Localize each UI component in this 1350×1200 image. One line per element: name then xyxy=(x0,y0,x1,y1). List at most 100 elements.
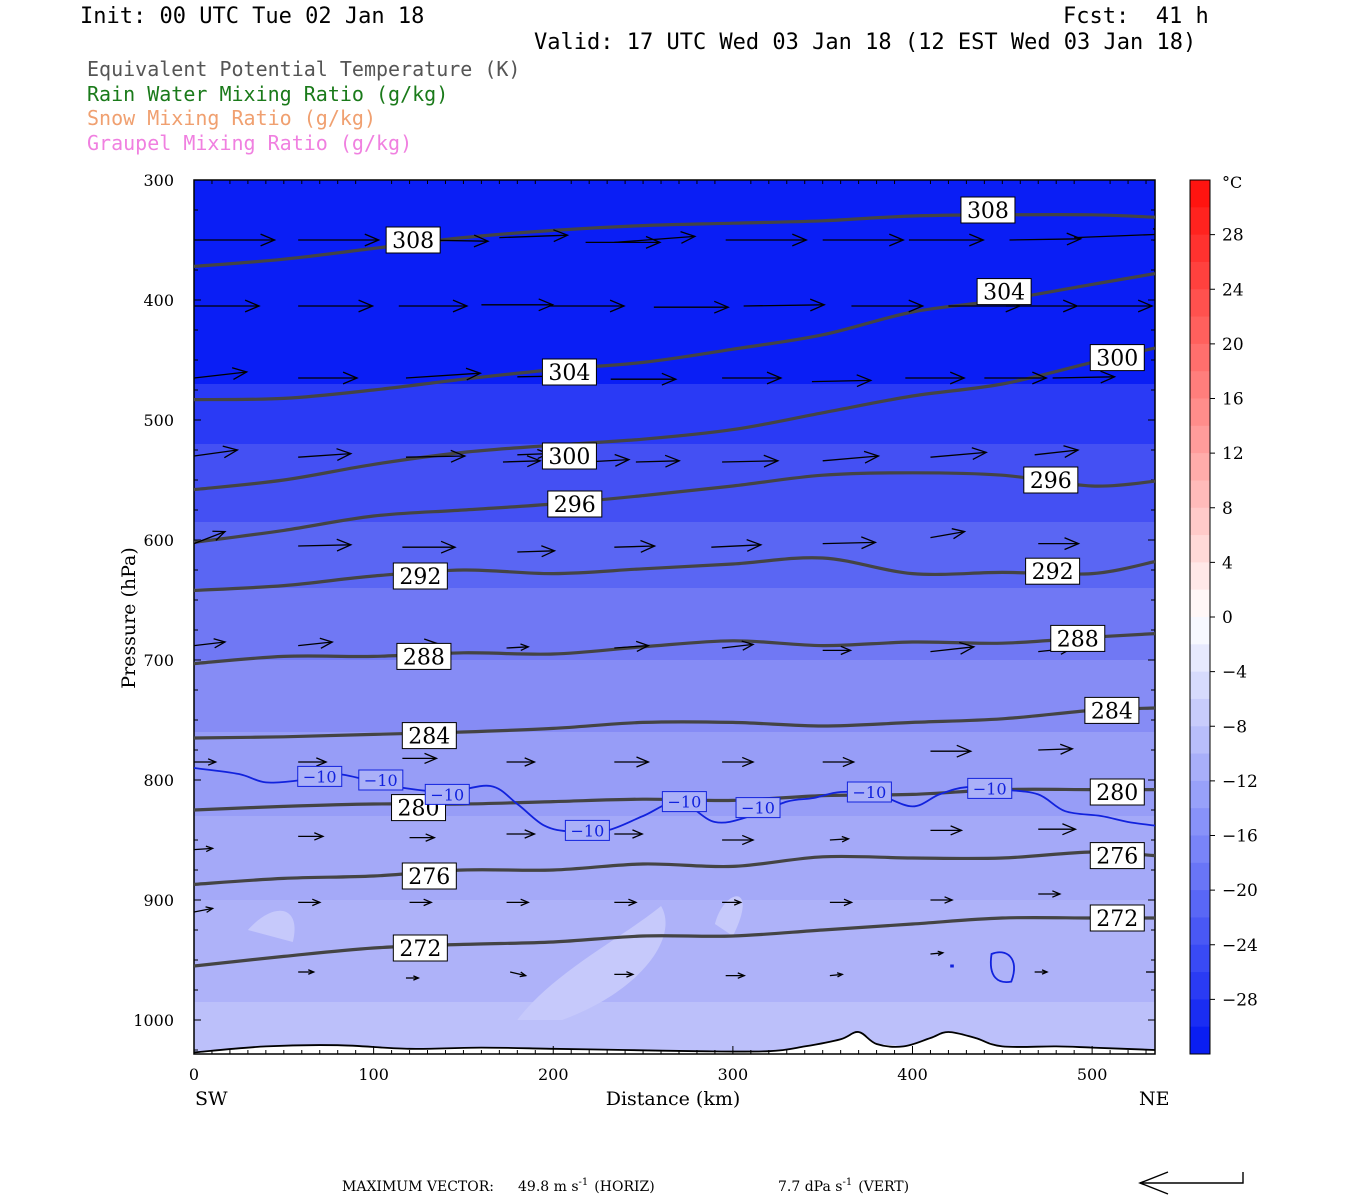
wind-vector xyxy=(635,454,681,468)
colorbar-tick-label: 4 xyxy=(1222,553,1233,573)
theta-e-contour-292 xyxy=(194,556,1155,592)
colorbar-swatch xyxy=(1190,999,1210,1028)
svg-text:272: 272 xyxy=(399,937,441,962)
legend-line-4: Graupel Mixing Ratio (g/kg) xyxy=(87,130,413,155)
light-patch xyxy=(714,896,743,936)
theta-e-contour-288 xyxy=(194,632,1155,666)
colorbar-swatch xyxy=(1190,562,1210,591)
svg-text:−10: −10 xyxy=(741,799,775,818)
wind-vector xyxy=(822,536,878,550)
wind-vector xyxy=(1038,823,1078,836)
svg-text:−10: −10 xyxy=(973,779,1007,798)
colorbar-swatch xyxy=(1190,780,1210,809)
wind-vector xyxy=(1038,890,1062,898)
wind-vector xyxy=(1038,537,1081,551)
plot-frame xyxy=(193,179,1156,1055)
colorbar-tick-label: 0 xyxy=(1222,608,1233,628)
wind-vector xyxy=(405,449,467,463)
colorbar-swatch xyxy=(1190,180,1210,208)
theta-e-label: 296 xyxy=(547,490,603,518)
x-axis-label: Distance (km) xyxy=(606,1088,741,1110)
theta-e-contour-272 xyxy=(194,915,1155,968)
theta-e-label: 280 xyxy=(1089,778,1145,806)
wind-vector xyxy=(1038,743,1075,755)
svg-text:292: 292 xyxy=(399,565,441,590)
colorbar-tick-label: 20 xyxy=(1222,335,1244,355)
colorbar-tick-label: −20 xyxy=(1222,881,1258,901)
theta-e-label: 288 xyxy=(396,642,452,670)
colorbar-swatch xyxy=(1190,480,1210,509)
init-time: Init: 00 UTC Tue 02 Jan 18 xyxy=(80,4,425,29)
temperature-contour-label: −10 xyxy=(661,791,707,813)
legend-line-3: Snow Mixing Ratio (g/kg) xyxy=(87,106,376,130)
colorbar-tick-label: −28 xyxy=(1222,990,1258,1010)
wind-vector xyxy=(614,756,651,768)
colorbar-swatch xyxy=(1190,425,1210,454)
colorbar-swatch xyxy=(1190,835,1210,864)
wind-vector xyxy=(930,641,976,655)
wind-vector xyxy=(298,898,322,907)
wind-vector xyxy=(984,371,1049,385)
svg-text:292: 292 xyxy=(1032,560,1074,585)
wind-vector xyxy=(402,540,457,554)
y-tick-label: 900 xyxy=(143,891,174,910)
theta-e-label: 292 xyxy=(1025,557,1081,585)
theta-e-contour-276 xyxy=(194,850,1155,886)
wind-vector xyxy=(930,744,973,758)
wind-vector xyxy=(1034,969,1049,975)
wind-vector xyxy=(908,233,985,247)
wind-vector xyxy=(517,545,557,558)
wind-vector xyxy=(194,445,240,459)
wind-vector xyxy=(930,950,945,956)
light-patch xyxy=(247,910,295,942)
svg-text:308: 308 xyxy=(392,229,434,254)
temperature-contour-label: −10 xyxy=(424,783,470,805)
wind-vector xyxy=(610,372,678,386)
wind-vector xyxy=(822,645,853,656)
y-tick-label: 500 xyxy=(143,411,174,430)
wind-vector xyxy=(402,752,439,765)
theta-e-label: 272 xyxy=(1089,904,1145,932)
colorbar-swatch xyxy=(1190,316,1210,345)
colorbar-swatch xyxy=(1190,289,1210,318)
wind-vector xyxy=(725,233,808,247)
wind-vector xyxy=(1034,445,1080,458)
wind-vector xyxy=(194,845,215,853)
svg-text:304: 304 xyxy=(983,281,1025,306)
valid-time: Valid: 17 UTC Wed 03 Jan 18 (12 EST Wed … xyxy=(534,30,1197,55)
colorbar-tick-label: −12 xyxy=(1222,772,1258,792)
svg-text:308: 308 xyxy=(967,199,1009,224)
wind-vector xyxy=(829,898,854,907)
wind-vector xyxy=(614,640,651,653)
colorbar-swatch xyxy=(1190,726,1210,755)
wind-vector xyxy=(1146,971,1155,973)
wind-vector xyxy=(614,898,638,907)
wind-vector xyxy=(722,640,755,651)
wind-vector xyxy=(1005,299,1079,313)
temperature-contour-label: −10 xyxy=(967,777,1013,799)
colorbar-swatch xyxy=(1190,944,1210,973)
theta-e-contour-284 xyxy=(194,706,1155,740)
colorbar-swatch xyxy=(1190,261,1210,290)
svg-text:280: 280 xyxy=(1096,781,1138,806)
colorbar-swatch xyxy=(1190,644,1210,673)
wind-vector xyxy=(298,233,381,247)
colorbar-swatch xyxy=(1190,862,1210,891)
wind-vector xyxy=(653,300,730,314)
wind-vector xyxy=(829,835,851,843)
svg-text:300: 300 xyxy=(1096,347,1138,372)
colorbar-swatch xyxy=(1190,671,1210,700)
temperature-contour-label: −10 xyxy=(297,765,343,787)
wind-vector xyxy=(506,829,537,839)
x-tick-label: 100 xyxy=(358,1065,389,1084)
wind-vector xyxy=(481,298,555,312)
theta-e-label: 272 xyxy=(392,934,448,962)
x-tick-label: 500 xyxy=(1077,1065,1108,1084)
wind-vector xyxy=(506,643,530,651)
svg-text:−10: −10 xyxy=(303,767,337,786)
svg-text:288: 288 xyxy=(1057,627,1099,652)
colorbar-swatch xyxy=(1190,753,1210,782)
temperature-band xyxy=(194,588,1155,660)
colorbar-swatch xyxy=(1190,453,1210,481)
temperature-contour-label: −10 xyxy=(564,819,610,841)
